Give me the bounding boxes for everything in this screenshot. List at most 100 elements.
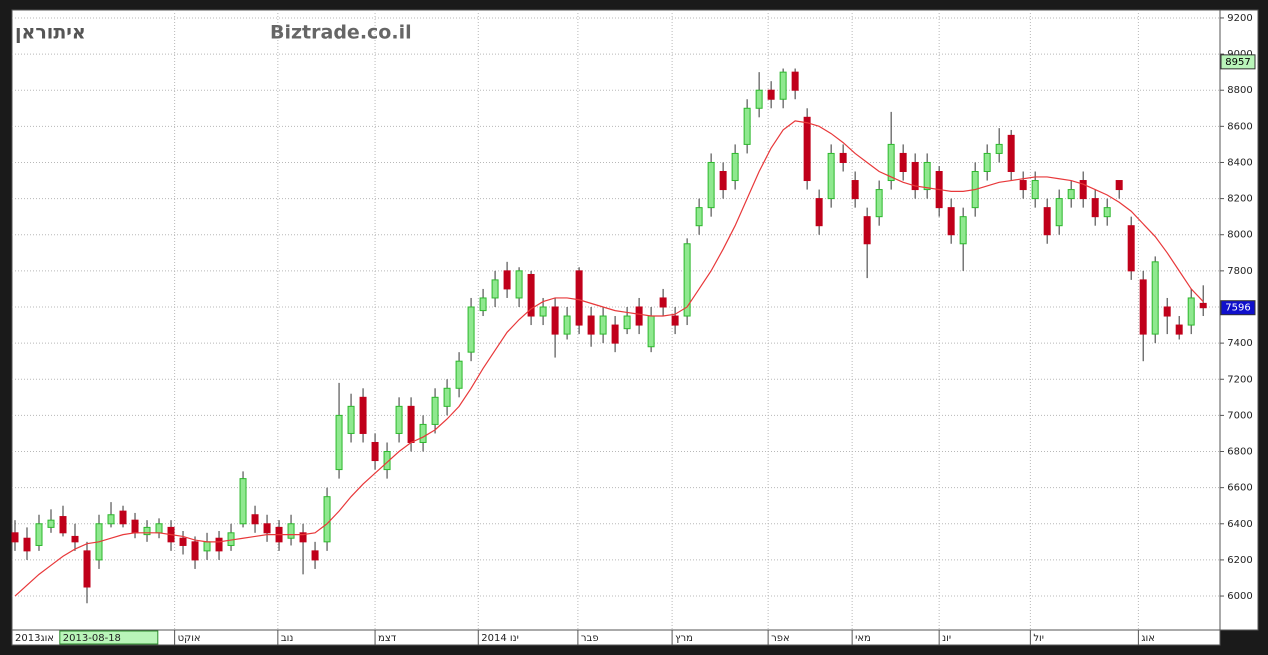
candle-body <box>239 478 247 525</box>
candle-body <box>599 315 607 335</box>
candle-body <box>263 523 271 534</box>
candle-body <box>767 89 775 100</box>
candle-body <box>1043 207 1051 236</box>
candle-body <box>467 306 475 353</box>
watermark: Biztrade.co.il <box>270 22 412 44</box>
candle-body <box>203 541 211 552</box>
candle-body <box>119 510 127 525</box>
candle-body <box>1091 198 1099 218</box>
candle-body <box>419 423 427 443</box>
candle-body <box>995 143 1003 154</box>
candle-body <box>491 279 499 299</box>
candle-body <box>887 143 895 182</box>
candle-body <box>779 71 787 100</box>
candle-body <box>683 243 691 317</box>
candle-body <box>359 396 367 434</box>
candle-body <box>959 216 967 245</box>
candle-body <box>1055 198 1063 227</box>
candle-body <box>875 189 883 218</box>
candle-body <box>707 161 715 209</box>
candle-body <box>479 297 487 312</box>
x-tick-label: 2014 ינו <box>481 633 519 644</box>
candle-body <box>551 306 559 335</box>
candle-body <box>827 152 835 200</box>
x-tick-label: מאי <box>855 633 871 644</box>
candle-body <box>35 523 43 546</box>
candle-body <box>371 441 379 462</box>
candle-body <box>911 161 919 191</box>
candle-body <box>635 306 643 326</box>
plot-area <box>11 9 1221 631</box>
candle-body <box>671 315 679 326</box>
candle-body <box>1199 302 1207 309</box>
candle-body <box>1115 180 1123 191</box>
candle-body <box>347 405 355 434</box>
candle-body <box>251 514 259 525</box>
candle-body <box>71 535 79 543</box>
candle-body <box>983 152 991 173</box>
x-tick-label: פבר <box>581 633 599 644</box>
x-tick-label: נוב <box>281 633 294 644</box>
y-tick-label: 8800 <box>1227 85 1252 96</box>
candle-body <box>515 270 523 299</box>
candle-body <box>1175 324 1183 335</box>
candle-body <box>947 207 955 236</box>
candle-body <box>815 198 823 227</box>
candle-body <box>215 537 223 552</box>
candle-body <box>647 315 655 348</box>
price-label: 7596 <box>1225 303 1250 314</box>
y-tick-label: 7000 <box>1227 410 1252 421</box>
marks <box>11 68 1207 604</box>
candle-body <box>407 405 415 443</box>
y-tick-label: 9200 <box>1227 13 1252 24</box>
candle-body <box>1079 180 1087 200</box>
candle-body <box>503 270 511 290</box>
candle-body <box>335 414 343 471</box>
candle-body <box>695 207 703 227</box>
candle-body <box>191 541 199 561</box>
x-tick-label: יונ <box>942 633 951 644</box>
candle-body <box>611 324 619 344</box>
y-tick-label: 6400 <box>1227 519 1252 530</box>
y-tick-label: 6000 <box>1227 591 1252 602</box>
y-tick-label: 8000 <box>1227 230 1252 241</box>
cursor-label: 2013-08-18 <box>63 633 121 644</box>
candle-body <box>575 270 583 326</box>
candle-body <box>23 537 31 552</box>
candle-body <box>179 537 187 546</box>
y-axis-area <box>1219 9 1259 631</box>
candle-body <box>323 496 331 543</box>
candle-body <box>1007 134 1015 173</box>
x-tick-label: אוג2013 <box>15 633 54 644</box>
candle-body <box>1031 180 1039 200</box>
price-box <box>1220 300 1256 316</box>
y-tick-label: 8400 <box>1227 157 1252 168</box>
candle-body <box>11 532 19 543</box>
candle-body <box>527 273 535 317</box>
candle-body <box>59 516 67 534</box>
candle-body <box>287 523 295 539</box>
candle-body <box>923 161 931 191</box>
price-box <box>1220 54 1256 70</box>
candle-body <box>791 71 799 91</box>
candle-body <box>587 315 595 335</box>
candle-body <box>107 514 115 525</box>
moving-average <box>14 120 1204 597</box>
y-tick-label: 8200 <box>1227 194 1252 205</box>
candle-body <box>1019 180 1027 191</box>
candle-body <box>455 360 463 389</box>
candle-body <box>83 550 91 588</box>
candle-body <box>1187 297 1195 326</box>
y-tick-label: 7400 <box>1227 338 1252 349</box>
candle-body <box>155 523 163 534</box>
x-tick-label: מרץ <box>675 633 693 644</box>
candle-body <box>539 306 547 317</box>
cursor-box <box>59 630 159 645</box>
axes: 6000620064006600680070007200740076007800… <box>11 13 1256 645</box>
chart-title: איתוראן <box>15 22 86 44</box>
candle-body <box>1151 261 1159 335</box>
x-tick-label: יול <box>1033 633 1044 644</box>
x-tick-label: אוקט <box>178 633 201 644</box>
